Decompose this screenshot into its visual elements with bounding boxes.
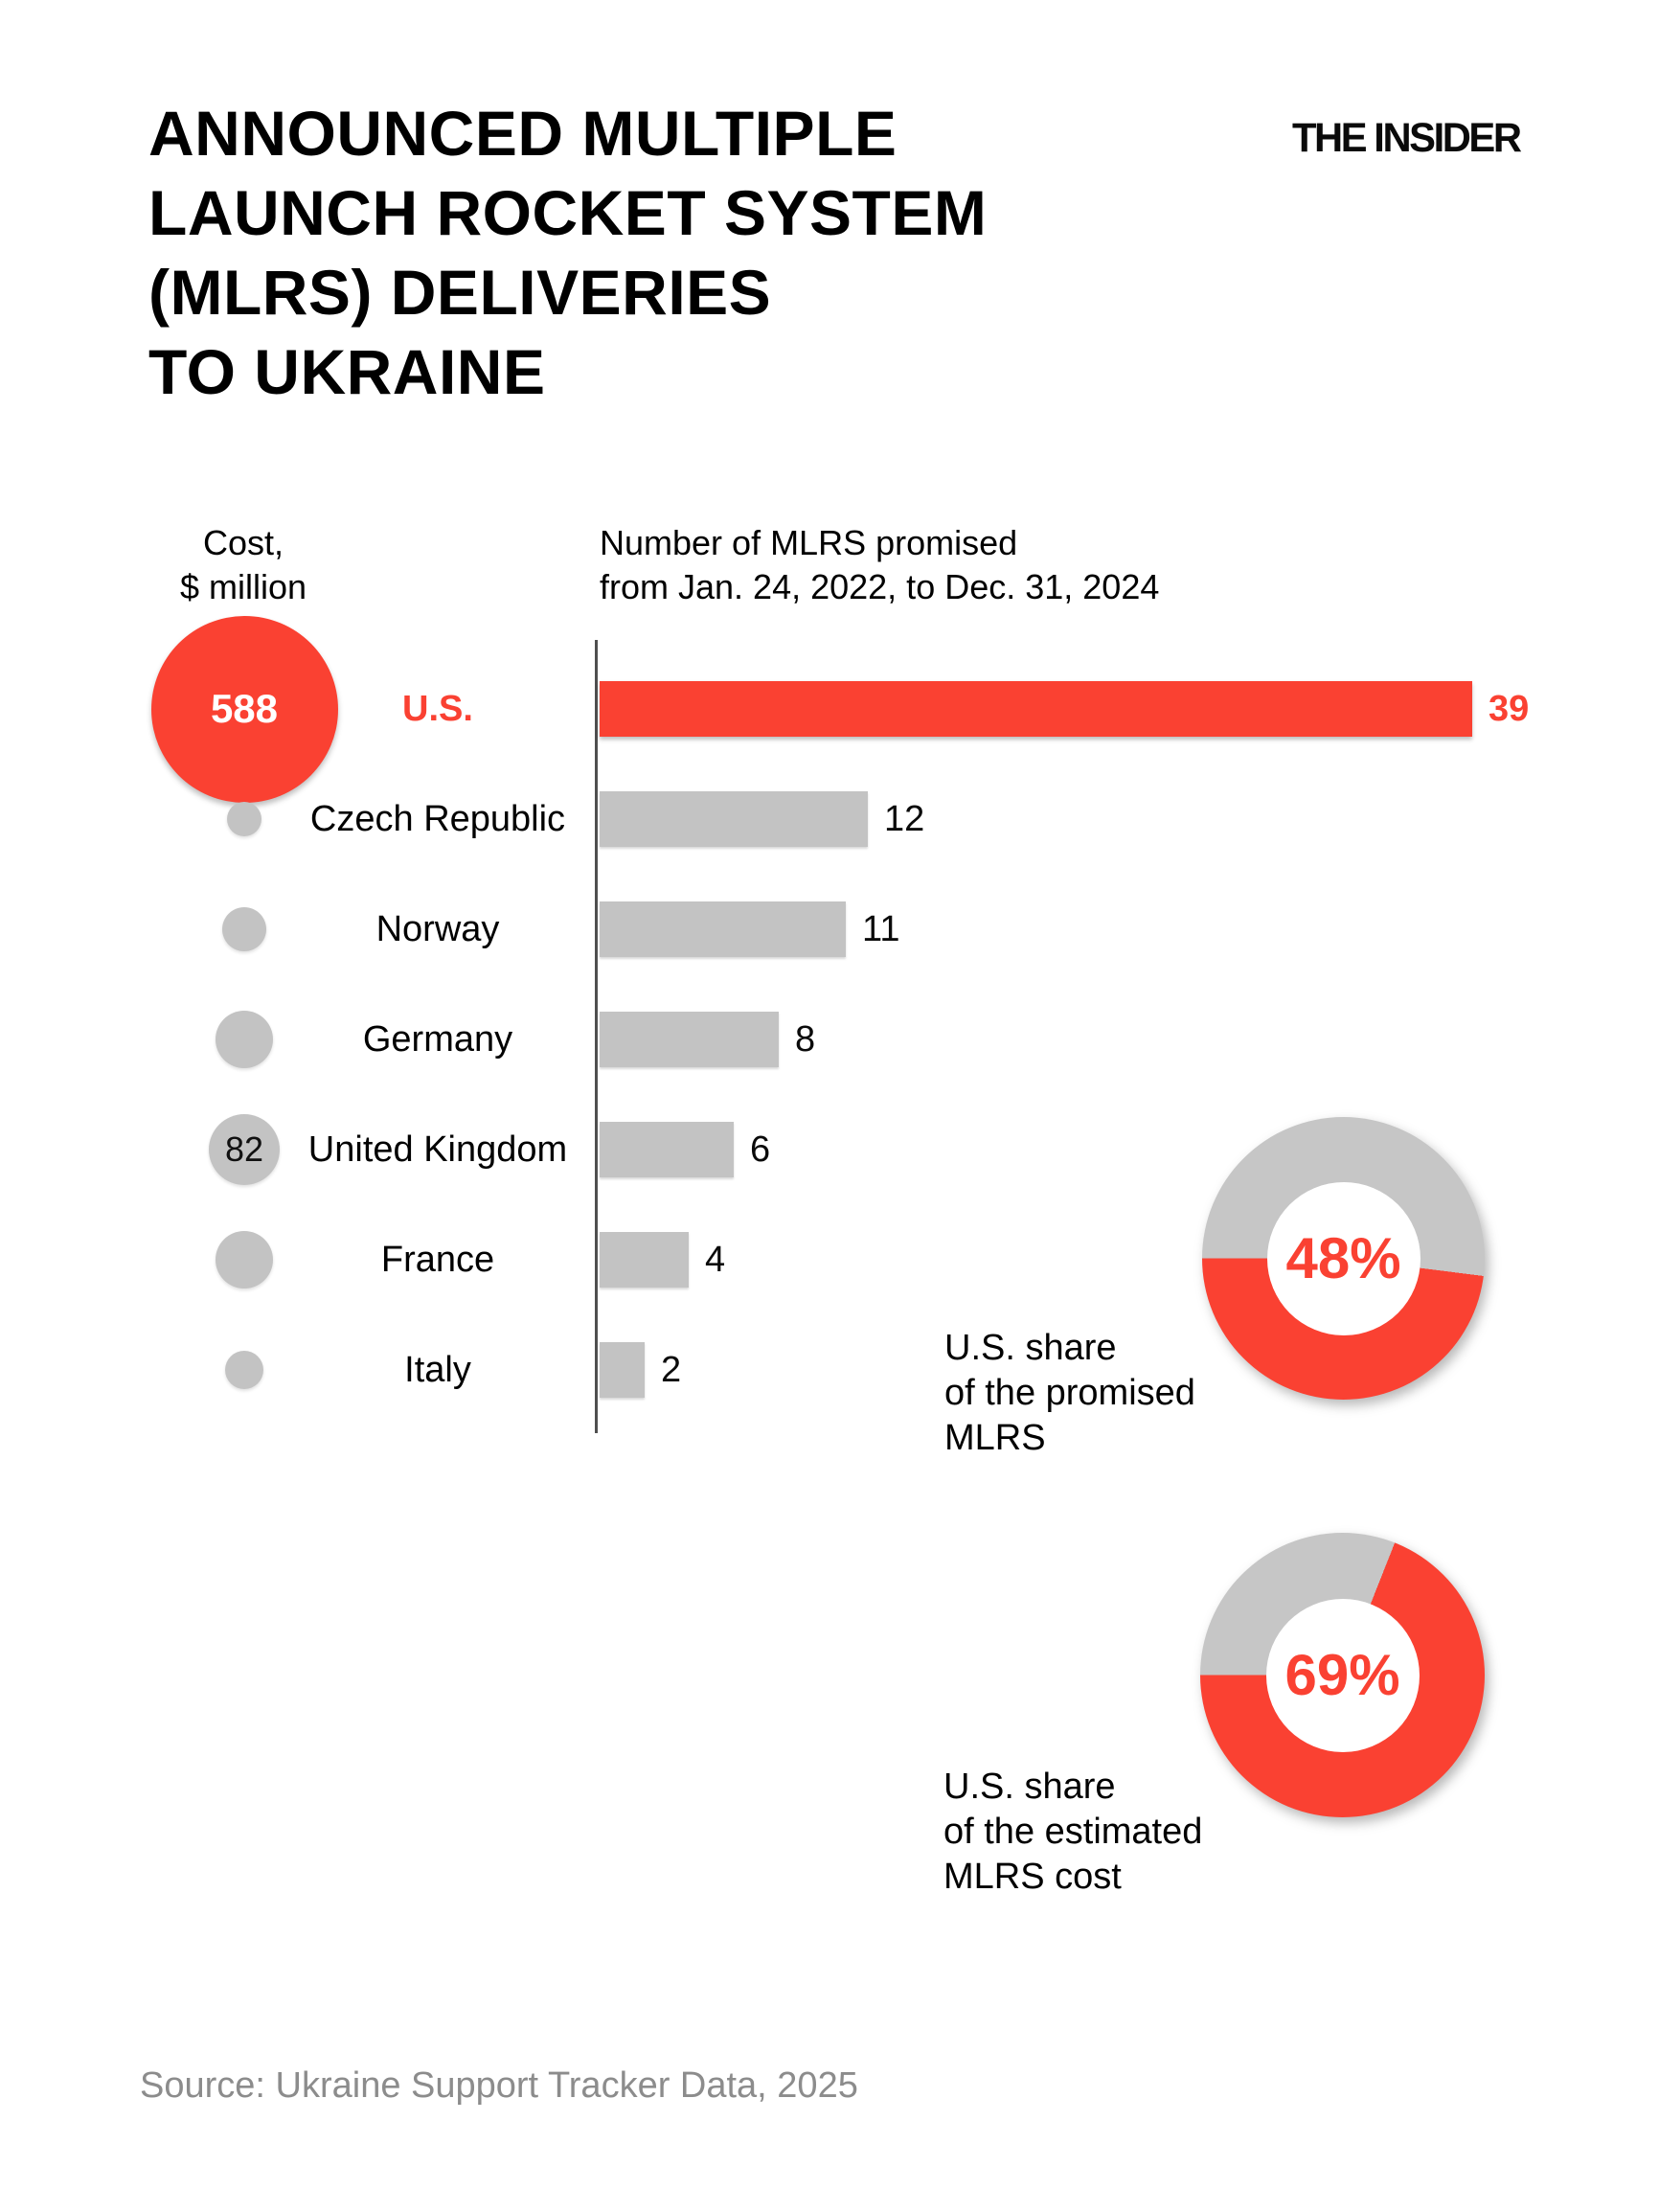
- country-label: Italy: [404, 1350, 471, 1390]
- page-title-line: ANNOUNCED MULTIPLE: [148, 98, 898, 169]
- cost-bubble: [216, 1011, 273, 1068]
- cost-axis-label: Cost, $ million: [113, 521, 374, 609]
- country-label: U.S.: [402, 689, 473, 729]
- bar-axis-label-line1: Number of MLRS promised: [600, 523, 1018, 562]
- bar-item: [600, 1342, 645, 1398]
- cost-bubble-value: 82: [224, 1129, 264, 1169]
- donut-chart-48%: 48%: [1202, 1117, 1485, 1400]
- country-label: United Kingdom: [307, 1129, 568, 1170]
- donut-caption: U.S. share of the promised MLRS: [944, 1326, 1195, 1461]
- page-title-line: (MLRS) DELIVERIES: [148, 257, 772, 328]
- cost-bubble-value: 588: [210, 686, 279, 731]
- bar-value-label: 2: [661, 1350, 682, 1390]
- donut-percent-label: 69%: [1284, 1643, 1400, 1707]
- bar-axis-label-line2: from Jan. 24, 2022, to Dec. 31, 2024: [600, 567, 1160, 606]
- cost-axis-label-line2: $ million: [179, 567, 307, 606]
- cost-bubble: [227, 802, 261, 836]
- bar-highlight: [600, 681, 1472, 737]
- cost-bubble: 82: [209, 1114, 280, 1185]
- bar-value-label: 8: [795, 1019, 816, 1060]
- bar-value-label: 11: [862, 909, 900, 949]
- donut-percent-label: 48%: [1285, 1226, 1401, 1290]
- page-title: ANNOUNCED MULTIPLE LAUNCH ROCKET SYSTEM (M…: [148, 94, 987, 412]
- country-label: Germany: [362, 1019, 513, 1060]
- bar-value-label: 12: [884, 799, 925, 839]
- donut-hole: 48%: [1266, 1181, 1420, 1335]
- country-label: Czech Republic: [309, 799, 566, 839]
- donut-chart-69%: 69%: [1200, 1533, 1485, 1817]
- donut-caption-line: U.S. share: [943, 1767, 1116, 1807]
- bar-item: [600, 1122, 734, 1177]
- cost-bubble: [225, 1351, 263, 1389]
- brand-logo: THE INSIDER: [1292, 115, 1522, 161]
- bar-axis-label: Number of MLRS promised from Jan. 24, 20…: [600, 521, 1159, 609]
- donut-caption-line: U.S. share: [944, 1328, 1117, 1368]
- bar-item: [600, 791, 868, 847]
- bar-item: [600, 1232, 689, 1288]
- donut-caption-line: MLRS cost: [943, 1857, 1122, 1897]
- country-label: Norway: [375, 909, 500, 949]
- bar-chart-axis: [595, 640, 598, 1433]
- bar-value-label: 6: [750, 1129, 771, 1170]
- donut-caption-line: MLRS: [944, 1418, 1046, 1458]
- page-title-line: LAUNCH ROCKET SYSTEM: [148, 177, 988, 248]
- cost-bubble: [216, 1231, 273, 1288]
- bar-item: [600, 901, 846, 957]
- source-note: Source: Ukraine Support Tracker Data, 20…: [140, 2065, 858, 2106]
- bar-value-label: 4: [705, 1240, 726, 1280]
- donut-caption: U.S. share of the estimated MLRS cost: [943, 1765, 1202, 1900]
- page-title-line: TO UKRAINE: [148, 336, 546, 407]
- country-label: France: [380, 1240, 495, 1280]
- donut-caption-line: of the promised: [944, 1373, 1195, 1413]
- bar-item: [600, 1012, 779, 1067]
- cost-axis-label-line1: Cost,: [202, 523, 284, 562]
- bar-value-label: 39: [1489, 689, 1530, 729]
- cost-bubble: 588: [150, 615, 338, 803]
- donut-caption-line: of the estimated: [943, 1812, 1203, 1852]
- donut-hole: 69%: [1265, 1598, 1420, 1752]
- cost-bubble: [222, 907, 266, 951]
